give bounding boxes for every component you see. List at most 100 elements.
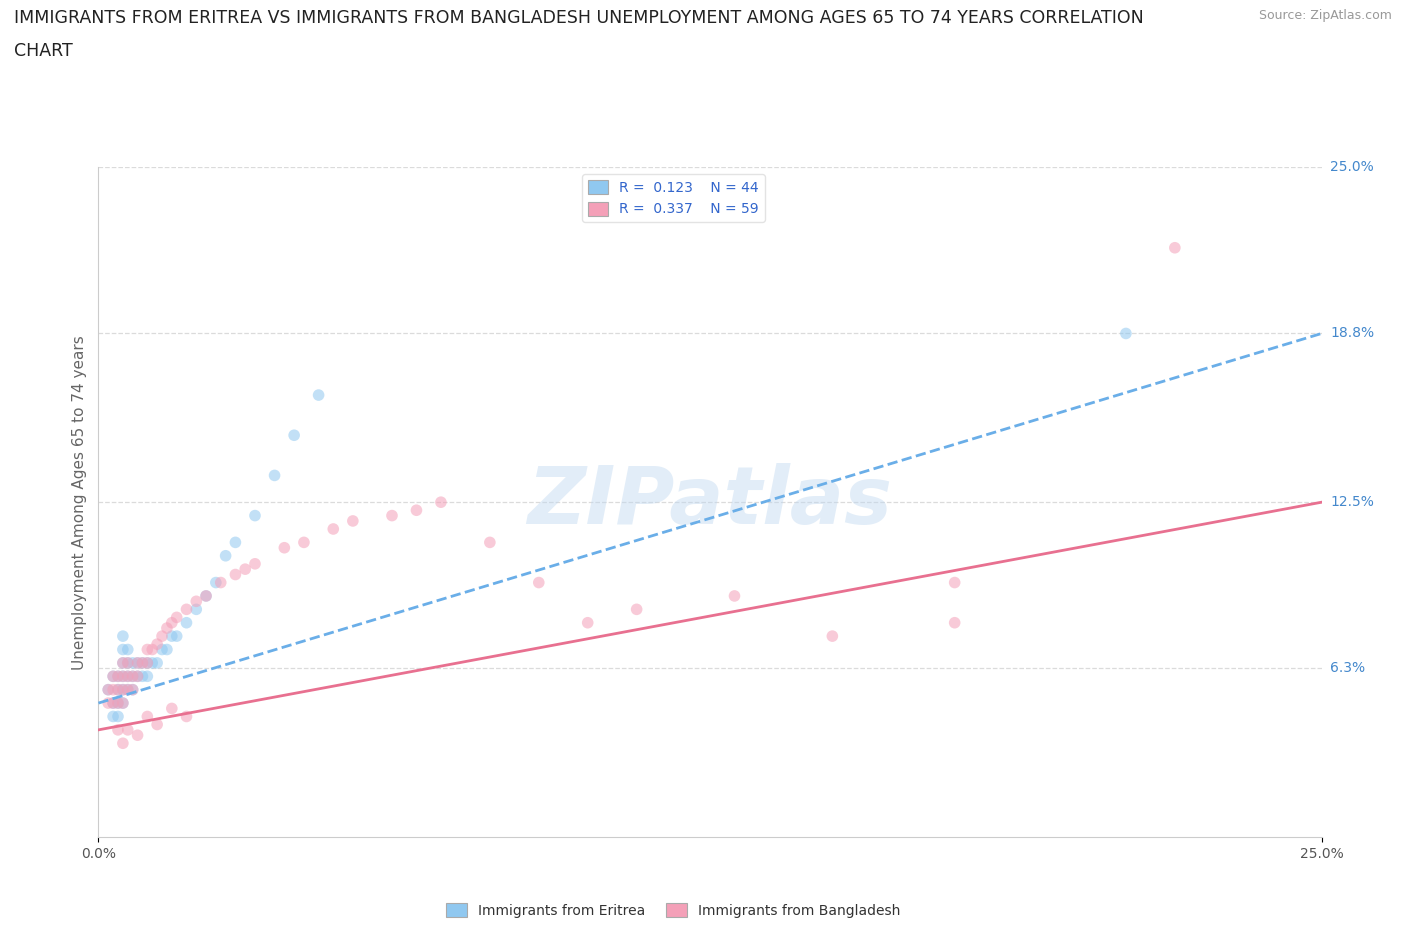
Point bbox=[381, 508, 404, 523]
Point bbox=[626, 602, 648, 617]
Text: IMMIGRANTS FROM ERITREA VS IMMIGRANTS FROM BANGLADESH UNEMPLOYMENT AMONG AGES 65: IMMIGRANTS FROM ERITREA VS IMMIGRANTS FR… bbox=[14, 9, 1144, 27]
Text: Source: ZipAtlas.com: Source: ZipAtlas.com bbox=[1258, 9, 1392, 22]
Point bbox=[111, 642, 134, 657]
Point bbox=[107, 696, 129, 711]
Text: 18.8%: 18.8% bbox=[1330, 326, 1374, 340]
Point bbox=[111, 696, 134, 711]
Point bbox=[101, 683, 124, 698]
Point bbox=[136, 656, 159, 671]
Point bbox=[186, 594, 208, 609]
Point bbox=[186, 602, 208, 617]
Point bbox=[121, 669, 143, 684]
Point bbox=[111, 669, 134, 684]
Point bbox=[117, 723, 139, 737]
Point bbox=[156, 642, 179, 657]
Point bbox=[214, 549, 236, 564]
Point bbox=[121, 656, 143, 671]
Point bbox=[101, 696, 124, 711]
Point bbox=[111, 736, 134, 751]
Point bbox=[127, 656, 149, 671]
Point bbox=[117, 656, 139, 671]
Point bbox=[322, 522, 344, 537]
Point bbox=[224, 535, 246, 550]
Point bbox=[156, 620, 179, 635]
Point bbox=[101, 669, 124, 684]
Point bbox=[127, 669, 149, 684]
Point bbox=[146, 637, 169, 652]
Point bbox=[224, 567, 246, 582]
Point bbox=[150, 629, 173, 644]
Legend: Immigrants from Eritrea, Immigrants from Bangladesh: Immigrants from Eritrea, Immigrants from… bbox=[440, 897, 905, 923]
Text: 12.5%: 12.5% bbox=[1330, 495, 1374, 510]
Point bbox=[111, 629, 134, 644]
Point bbox=[111, 669, 134, 684]
Point bbox=[146, 656, 169, 671]
Point bbox=[195, 589, 218, 604]
Point bbox=[160, 629, 183, 644]
Point bbox=[117, 669, 139, 684]
Point bbox=[283, 428, 305, 443]
Point bbox=[121, 683, 143, 698]
Y-axis label: Unemployment Among Ages 65 to 74 years: Unemployment Among Ages 65 to 74 years bbox=[72, 335, 87, 670]
Point bbox=[160, 616, 183, 631]
Text: CHART: CHART bbox=[14, 42, 73, 60]
Point bbox=[205, 575, 228, 590]
Point bbox=[166, 610, 188, 625]
Point bbox=[97, 683, 120, 698]
Point bbox=[127, 728, 149, 743]
Point bbox=[107, 696, 129, 711]
Point bbox=[821, 629, 844, 644]
Point bbox=[121, 683, 143, 698]
Point bbox=[111, 696, 134, 711]
Point bbox=[576, 616, 599, 631]
Point bbox=[243, 556, 266, 571]
Point bbox=[131, 656, 153, 671]
Point bbox=[107, 709, 129, 724]
Point bbox=[111, 683, 134, 698]
Point bbox=[136, 642, 159, 657]
Point bbox=[117, 656, 139, 671]
Point bbox=[127, 669, 149, 684]
Point bbox=[136, 656, 159, 671]
Point bbox=[723, 589, 745, 604]
Point bbox=[107, 683, 129, 698]
Point bbox=[943, 616, 966, 631]
Point bbox=[478, 535, 501, 550]
Point bbox=[308, 388, 330, 403]
Text: 6.3%: 6.3% bbox=[1330, 661, 1365, 675]
Point bbox=[111, 656, 134, 671]
Point bbox=[176, 602, 198, 617]
Point bbox=[141, 656, 163, 671]
Point bbox=[1164, 240, 1187, 255]
Point bbox=[136, 669, 159, 684]
Point bbox=[117, 683, 139, 698]
Point bbox=[117, 669, 139, 684]
Point bbox=[107, 669, 129, 684]
Point bbox=[342, 513, 364, 528]
Point bbox=[209, 575, 232, 590]
Point bbox=[101, 696, 124, 711]
Text: 25.0%: 25.0% bbox=[1330, 160, 1374, 175]
Point bbox=[1115, 326, 1137, 341]
Point bbox=[943, 575, 966, 590]
Point bbox=[107, 683, 129, 698]
Point bbox=[176, 709, 198, 724]
Point bbox=[195, 589, 218, 604]
Point bbox=[121, 669, 143, 684]
Point bbox=[97, 696, 120, 711]
Point bbox=[107, 669, 129, 684]
Point bbox=[527, 575, 550, 590]
Point bbox=[131, 656, 153, 671]
Point bbox=[101, 709, 124, 724]
Point bbox=[176, 616, 198, 631]
Point bbox=[111, 656, 134, 671]
Point bbox=[233, 562, 256, 577]
Point bbox=[263, 468, 285, 483]
Point bbox=[160, 701, 183, 716]
Point bbox=[146, 717, 169, 732]
Point bbox=[127, 656, 149, 671]
Point bbox=[243, 508, 266, 523]
Point bbox=[131, 669, 153, 684]
Point bbox=[97, 683, 120, 698]
Point bbox=[430, 495, 453, 510]
